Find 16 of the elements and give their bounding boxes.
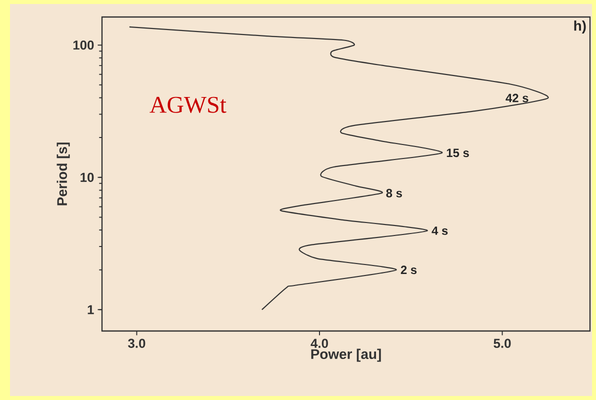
y-tick-label: 1 xyxy=(88,305,94,314)
annotation: AGWSt xyxy=(150,96,226,114)
y-tick-label: 10 xyxy=(80,172,94,182)
x-axis-title: Power [au] xyxy=(311,348,381,362)
y-axis-title: Period [s] xyxy=(56,142,70,206)
x-tick-label: 4.0 xyxy=(310,338,328,348)
annotation: 8 s xyxy=(386,188,402,198)
x-tick-label: 3.0 xyxy=(128,338,146,348)
annotation: 2 s xyxy=(400,266,417,274)
x-tick-label: 5.0 xyxy=(494,338,511,348)
line-series xyxy=(128,26,549,310)
annotation: 15 s xyxy=(446,148,469,158)
annotation: 4 s xyxy=(432,226,448,235)
y-tick-label: 100 xyxy=(73,40,94,50)
annotation: 42 s xyxy=(506,94,528,102)
annotation: h) xyxy=(574,20,586,34)
